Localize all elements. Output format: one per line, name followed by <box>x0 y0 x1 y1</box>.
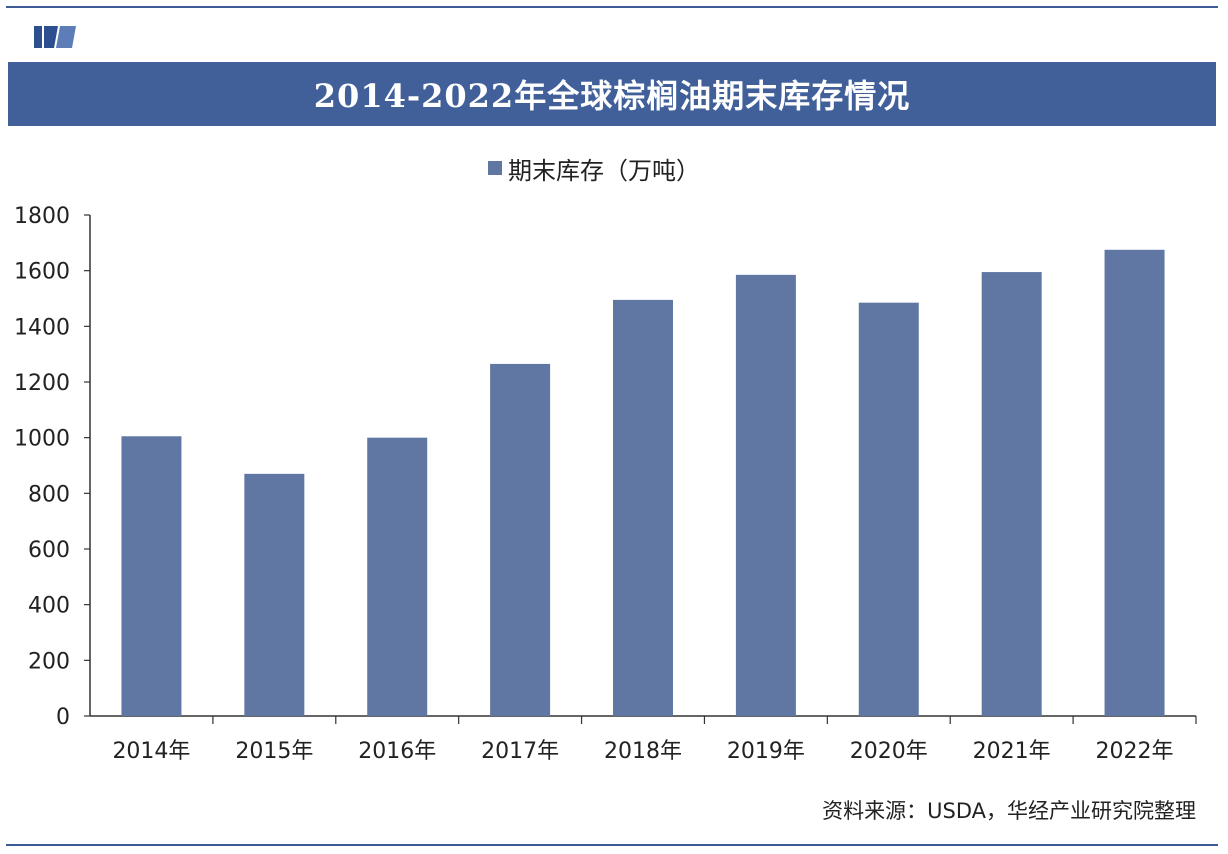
x-tick-label: 2019年 <box>727 739 805 764</box>
x-tick-label: 2022年 <box>1096 739 1174 764</box>
bar <box>981 272 1042 716</box>
brand-logo-icon <box>34 26 76 48</box>
bar <box>858 302 919 716</box>
bar <box>367 437 428 716</box>
y-tick-label: 1600 <box>14 260 70 285</box>
y-tick-label: 0 <box>56 705 70 730</box>
bar <box>1104 249 1165 716</box>
x-tick-label: 2017年 <box>481 739 559 764</box>
legend-swatch <box>488 161 502 175</box>
y-tick-label: 1000 <box>14 427 70 452</box>
x-tick-label: 2018年 <box>604 739 682 764</box>
x-tick-label: 2016年 <box>358 739 436 764</box>
bar <box>613 299 673 716</box>
y-tick-label: 200 <box>28 649 70 674</box>
x-tick-label: 2021年 <box>973 739 1051 764</box>
source-note: 资料来源：USDA，华经产业研究院整理 <box>822 799 1196 823</box>
y-tick-label: 1200 <box>14 371 70 396</box>
y-tick-label: 1800 <box>14 204 70 229</box>
x-tick-label: 2014年 <box>112 739 190 764</box>
x-tick-label: 2015年 <box>235 739 313 764</box>
chart-title: 2014-2022年全球棕榈油期末库存情况 <box>313 77 911 115</box>
y-tick-label: 1400 <box>14 315 70 340</box>
legend-label: 期末库存（万吨） <box>508 156 700 185</box>
title-bar: 2014-2022年全球棕榈油期末库存情况 <box>8 62 1216 126</box>
bar <box>121 436 182 716</box>
bar <box>490 363 551 716</box>
y-tick-label: 600 <box>28 538 70 563</box>
chart-legend: 期末库存（万吨） <box>488 150 700 186</box>
bar <box>244 473 305 716</box>
y-tick-label: 400 <box>28 594 70 619</box>
x-tick-label: 2020年 <box>850 739 928 764</box>
bar <box>735 274 796 716</box>
y-tick-label: 800 <box>28 482 70 507</box>
